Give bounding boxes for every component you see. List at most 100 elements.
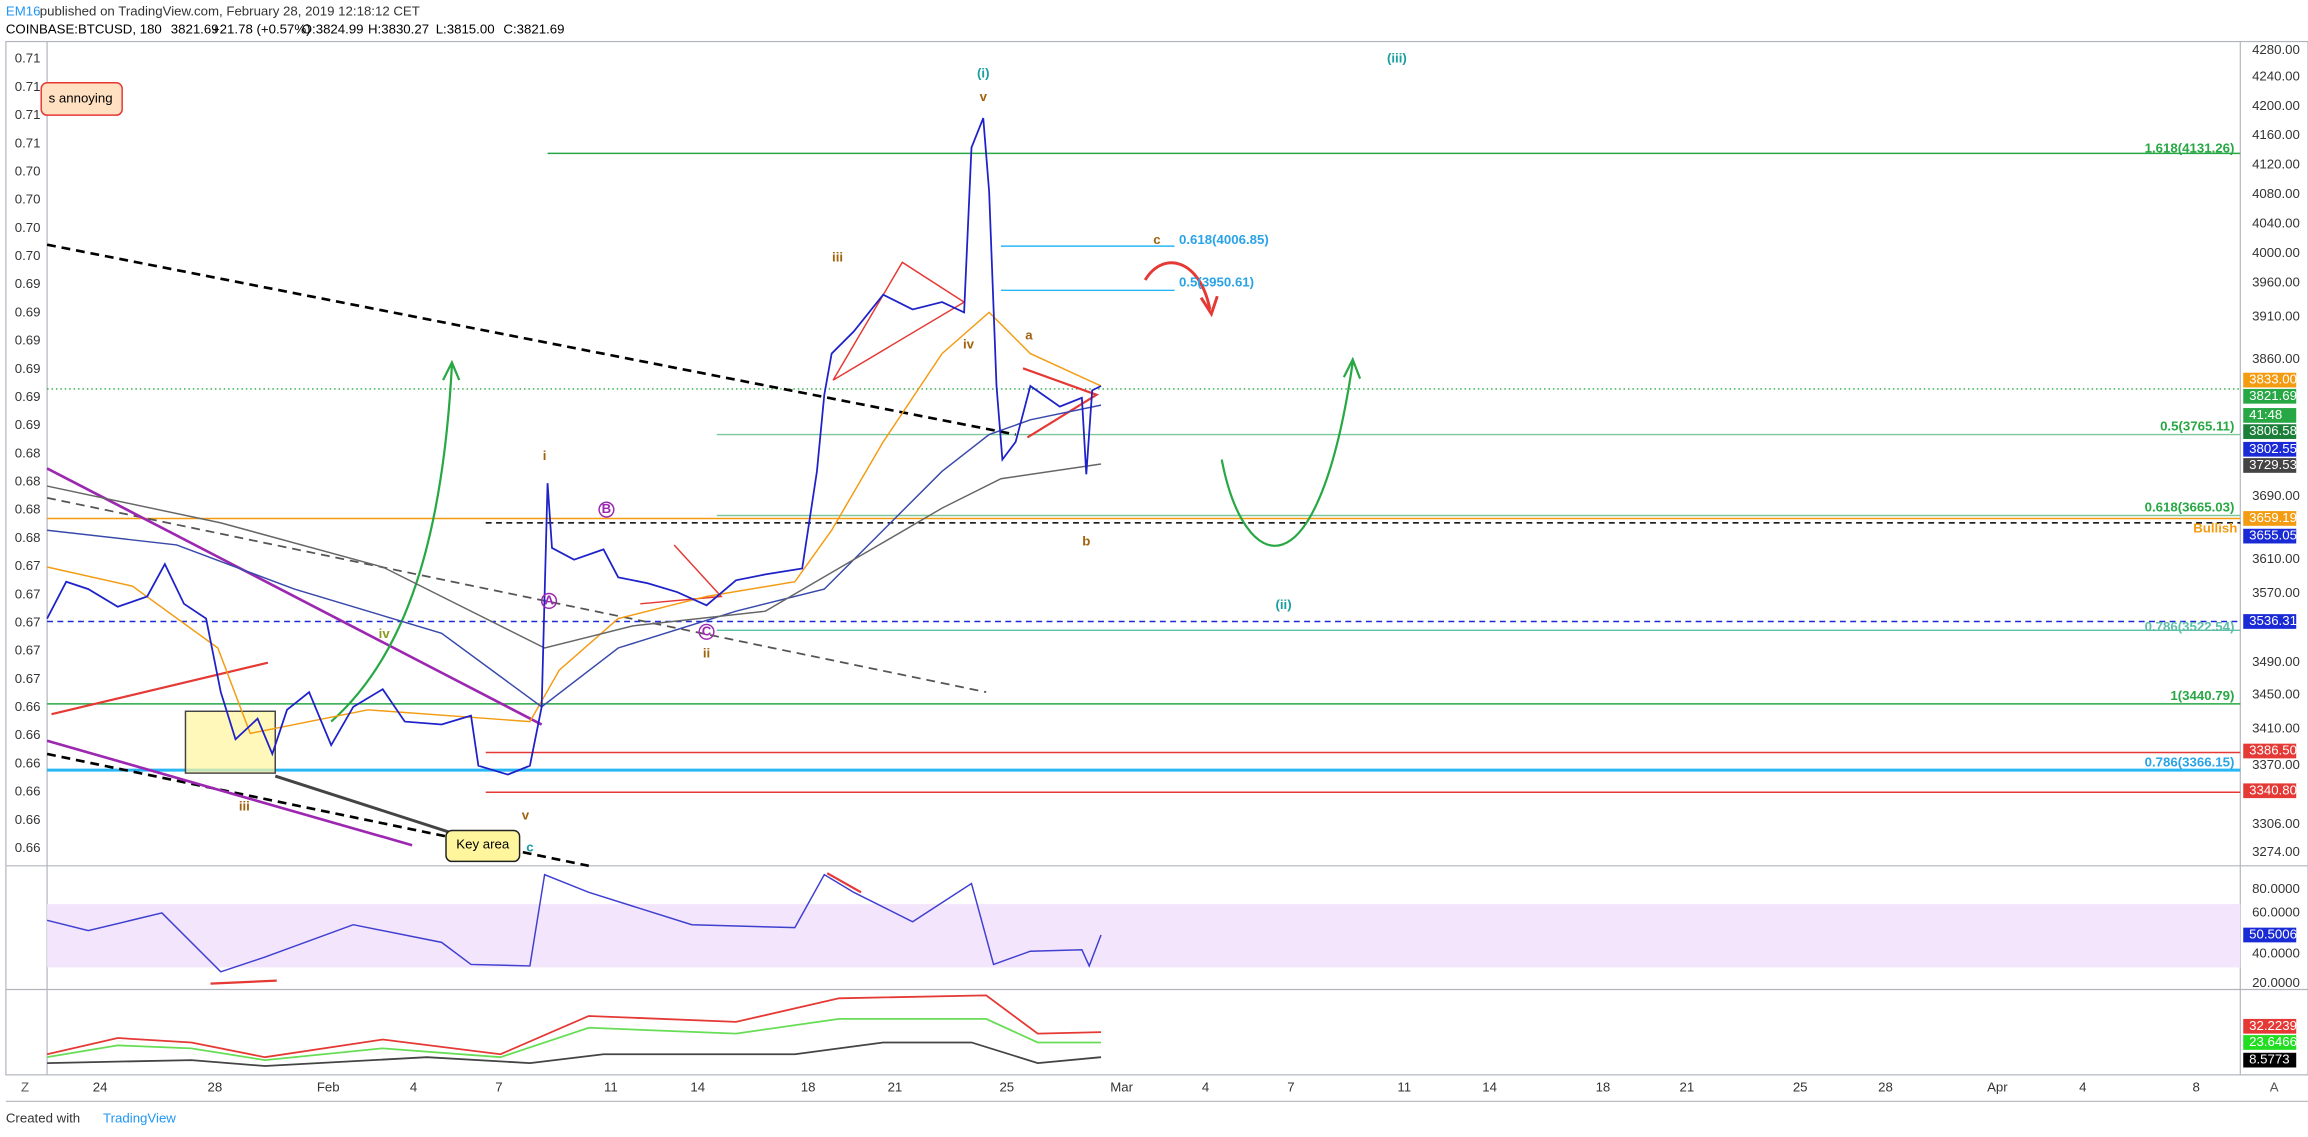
- price-tag-bg: [2243, 783, 2297, 799]
- open: O:3824.99: [302, 21, 364, 36]
- time-axis-label: 7: [1287, 1080, 1294, 1095]
- right-axis-label: 3610.00: [2252, 551, 2300, 566]
- pane-frames: [5, 40, 2308, 1102]
- adx-tag-bg: [2243, 1052, 2297, 1068]
- time-axis-label: 21: [1679, 1080, 1694, 1095]
- time-axis-label: 28: [208, 1080, 223, 1095]
- price-tag: 3340.80: [2249, 782, 2297, 797]
- price-tag-bg: [2243, 743, 2297, 759]
- time-axis-label: 21: [888, 1080, 903, 1095]
- wave-label: 1(3440.79): [2170, 688, 2234, 703]
- right-axis-label: 4240.00: [2252, 68, 2300, 83]
- left-axis-label: 0.69: [15, 333, 41, 348]
- wave-label: iii: [832, 249, 843, 264]
- axis-button[interactable]: A: [2270, 1080, 2279, 1095]
- footer-created: Created with: [6, 1111, 80, 1126]
- price-tag-bg: [2243, 614, 2297, 629]
- price-tag-bg: [2243, 372, 2297, 388]
- wave-label: c: [526, 840, 533, 855]
- right-axis-label: 3570.00: [2252, 585, 2300, 600]
- price-tag-bg: [2243, 388, 2297, 404]
- time-axis-label: 28: [1878, 1080, 1893, 1095]
- price-tag: 3659.19: [2249, 510, 2297, 525]
- right-axis-label: 3960.00: [2252, 274, 2300, 289]
- price-tag: 3655.05: [2249, 528, 2297, 543]
- price-tag-bg: [2243, 511, 2297, 526]
- footer-brand[interactable]: TradingView: [103, 1111, 176, 1126]
- left-axis-label: 0.67: [15, 586, 41, 601]
- wave-label: (ii): [1275, 597, 1291, 612]
- left-axis-label: 0.69: [15, 276, 41, 291]
- drawings: [46, 117, 2241, 1067]
- time-axis-label: 4: [2079, 1080, 2086, 1095]
- time-axis-label: 18: [801, 1080, 816, 1095]
- wave-label: 0.5(3765.11): [2160, 419, 2234, 434]
- wave-label: 0.618(3665.03): [2145, 500, 2235, 515]
- wave-label: a: [1025, 327, 1033, 342]
- price-tag: 3729.53: [2249, 457, 2297, 472]
- price-tag-bg: [2243, 441, 2297, 457]
- left-axis-label: 0.69: [15, 417, 41, 432]
- right-axis-label: 4160.00: [2252, 127, 2300, 142]
- left-axis-label: 0.66: [15, 840, 41, 855]
- price-tag: 3806.58: [2249, 423, 2297, 438]
- adx-tag-bg: [2243, 1035, 2297, 1050]
- left-axis-label: 0.71: [15, 135, 41, 150]
- price-tag: 3821.69: [2249, 388, 2297, 403]
- note-box: [445, 829, 521, 863]
- wave-label: C: [702, 623, 712, 638]
- time-axis-label: 7: [495, 1080, 502, 1095]
- adx-tag: 8.5773: [2249, 1052, 2289, 1067]
- time-axis-label: 4: [410, 1080, 417, 1095]
- wave-label: 0.5(3950.61): [1179, 274, 1254, 289]
- time-axis-label: Feb: [317, 1080, 340, 1095]
- time-axis-label: 25: [1793, 1080, 1808, 1095]
- wave-circle: [598, 501, 615, 518]
- right-axis-label: 3450.00: [2252, 687, 2300, 702]
- wave-circle: [698, 623, 715, 640]
- wave-label: iv: [379, 626, 391, 641]
- left-axis-label: 0.67: [15, 558, 41, 573]
- right-axis-label: 4120.00: [2252, 157, 2300, 172]
- time-axis-label: Mar: [1110, 1080, 1133, 1095]
- rsi-axis-label: 20.0000: [2252, 975, 2300, 990]
- time-axis-label: Apr: [1987, 1080, 2008, 1095]
- left-axis-label: 0.69: [15, 389, 41, 404]
- author[interactable]: EM16: [6, 4, 41, 19]
- right-axis-label: 3306.00: [2252, 816, 2300, 831]
- wave-label: iv: [963, 336, 975, 351]
- time-axis-label: 14: [690, 1080, 705, 1095]
- wave-label: 0.618(4006.85): [1179, 232, 1269, 247]
- symbol: COINBASE:BTCUSD, 180: [6, 21, 162, 36]
- price-tag-bg: [2243, 528, 2297, 544]
- time-axis-label: 18: [1596, 1080, 1611, 1095]
- wave-label: Bullish: [2193, 520, 2237, 535]
- axis-button[interactable]: Z: [21, 1080, 29, 1095]
- left-axis-label: 0.70: [15, 220, 41, 235]
- wave-label: 0.786(3522.54): [2145, 619, 2235, 634]
- wave-label: 0.786(3366.15): [2145, 754, 2235, 769]
- wave-circle: [540, 592, 558, 609]
- left-axis-label: 0.67: [15, 643, 41, 658]
- last: 3821.69: [171, 21, 219, 36]
- wave-label: v: [522, 807, 530, 822]
- right-axis-label: 3910.00: [2252, 308, 2300, 323]
- wave-label: v: [980, 89, 988, 104]
- high: H:3830.27: [368, 21, 429, 36]
- right-axis-label: 3690.00: [2252, 488, 2300, 503]
- adx-tag-bg: [2243, 1018, 2297, 1034]
- left-axis-label: 0.70: [15, 163, 41, 178]
- right-axis-label: 3410.00: [2252, 720, 2300, 735]
- wave-label: 1.618(4131.26): [2145, 140, 2235, 155]
- time-axis-label: 25: [999, 1080, 1014, 1095]
- right-axis-label: 4080.00: [2252, 186, 2300, 201]
- rsi-tag: 50.5006: [2249, 927, 2297, 942]
- time-axis-label: 11: [1397, 1080, 1411, 1095]
- price-tag: 3833.00: [2249, 372, 2297, 387]
- wave-label: b: [1082, 534, 1090, 549]
- left-axis-label: 0.66: [15, 699, 41, 714]
- time-axis-label: 8: [2192, 1080, 2199, 1095]
- note-box: [40, 82, 123, 116]
